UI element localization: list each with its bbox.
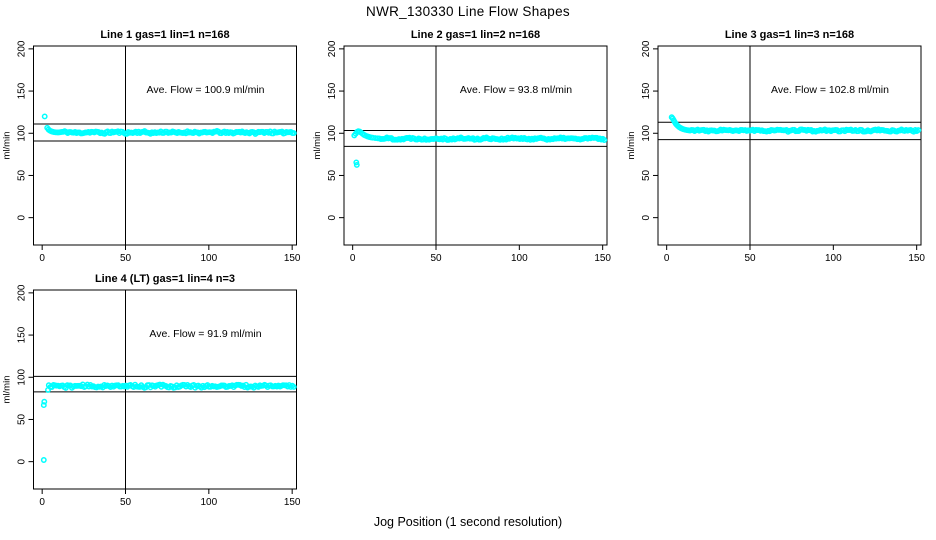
y-axis-label: ml/min (2, 376, 13, 404)
y-tick-label: 150 (17, 82, 28, 99)
x-tick-label: 150 (908, 253, 925, 264)
ave-flow-annotation: Ave. Flow = 102.8 ml/min (771, 84, 889, 96)
y-tick-label: 100 (17, 124, 28, 141)
plot-box (657, 45, 922, 246)
ave-flow-annotation: Ave. Flow = 93.8 ml/min (460, 84, 572, 96)
x-tick-label: 100 (511, 253, 528, 264)
x-tick-label: 150 (284, 253, 301, 264)
x-tick-label: 100 (200, 253, 217, 264)
subplot-3: Line 3 gas=1 lin=3 n=168 0 50 100 150 0 50 100 1… (626, 29, 925, 264)
data-point (40, 457, 47, 463)
data-point (290, 383, 297, 390)
y-tick-label: 150 (641, 82, 652, 99)
figure-title: NWR_130330 Line Flow Shapes (366, 4, 570, 19)
subplot-title: Line 2 gas=1 lin=2 n=168 (411, 29, 540, 41)
data-point (41, 398, 48, 405)
y-axis-label: ml/min (312, 132, 323, 160)
y-tick-label: 150 (327, 82, 338, 99)
y-tick-label: 200 (17, 284, 28, 301)
subplot-2: Line 2 gas=1 lin=2 n=168 0 50 100 150 0 50 100 1… (312, 29, 611, 264)
y-tick-label: 50 (327, 169, 338, 181)
series-line2-flow (351, 128, 608, 168)
subplot-1: Line 1 gas=1 lin=1 n=168 0 50 100 150 0 50 100 1… (2, 29, 301, 264)
y-tick-label: 50 (17, 169, 28, 181)
x-tick-label: 150 (594, 253, 611, 264)
y-tick-label: 0 (327, 214, 338, 220)
data-point (353, 159, 360, 166)
x-tick-label: 50 (120, 497, 132, 508)
subplot-title: Line 4 (LT) gas=1 lin=4 n=3 (95, 273, 235, 285)
x-tick-label: 150 (284, 497, 301, 508)
y-tick-label: 100 (641, 124, 652, 141)
series-line4-flow (40, 381, 297, 463)
subplot-title: Line 3 gas=1 lin=3 n=168 (725, 29, 854, 41)
y-tick-label: 0 (641, 214, 652, 220)
ave-flow-annotation: Ave. Flow = 100.9 ml/min (147, 84, 265, 96)
x-tick-label: 0 (39, 497, 45, 508)
plot-box (33, 289, 297, 490)
y-tick-label: 200 (327, 40, 338, 57)
x-tick-label: 0 (39, 253, 45, 264)
y-tick-label: 200 (17, 40, 28, 57)
data-point (40, 402, 47, 409)
y-tick-label: 100 (17, 368, 28, 385)
x-tick-label: 0 (664, 253, 670, 264)
series-line3-flow (668, 114, 922, 135)
y-tick-label: 0 (17, 458, 28, 464)
subplot-4: Line 4 (LT) gas=1 lin=4 n=3 0 50 100 150 0 50 1… (2, 273, 301, 508)
series-line1-flow (41, 113, 297, 137)
x-tick-label: 50 (744, 253, 756, 264)
x-tick-label: 50 (430, 253, 442, 264)
data-point (915, 127, 922, 134)
y-axis-label: ml/min (626, 132, 637, 160)
figure-x-axis-label: Jog Position (1 second resolution) (373, 515, 563, 529)
y-axis-label: ml/min (2, 132, 13, 160)
x-tick-label: 50 (120, 253, 132, 264)
y-tick-label: 200 (641, 40, 652, 57)
plot-box (33, 45, 297, 246)
plot-box (343, 45, 608, 246)
y-tick-label: 0 (17, 214, 28, 220)
data-point (353, 161, 360, 168)
data-point (290, 130, 297, 137)
y-tick-label: 50 (17, 413, 28, 425)
x-tick-label: 0 (350, 253, 356, 264)
ave-flow-annotation: Ave. Flow = 91.9 ml/min (149, 328, 261, 340)
x-tick-label: 100 (825, 253, 842, 264)
y-tick-label: 150 (17, 326, 28, 343)
data-point (601, 137, 608, 143)
data-point (41, 113, 48, 120)
y-tick-label: 50 (641, 169, 652, 181)
y-tick-label: 100 (327, 124, 338, 141)
x-tick-label: 100 (200, 497, 217, 508)
subplot-title: Line 1 gas=1 lin=1 n=168 (100, 29, 229, 41)
